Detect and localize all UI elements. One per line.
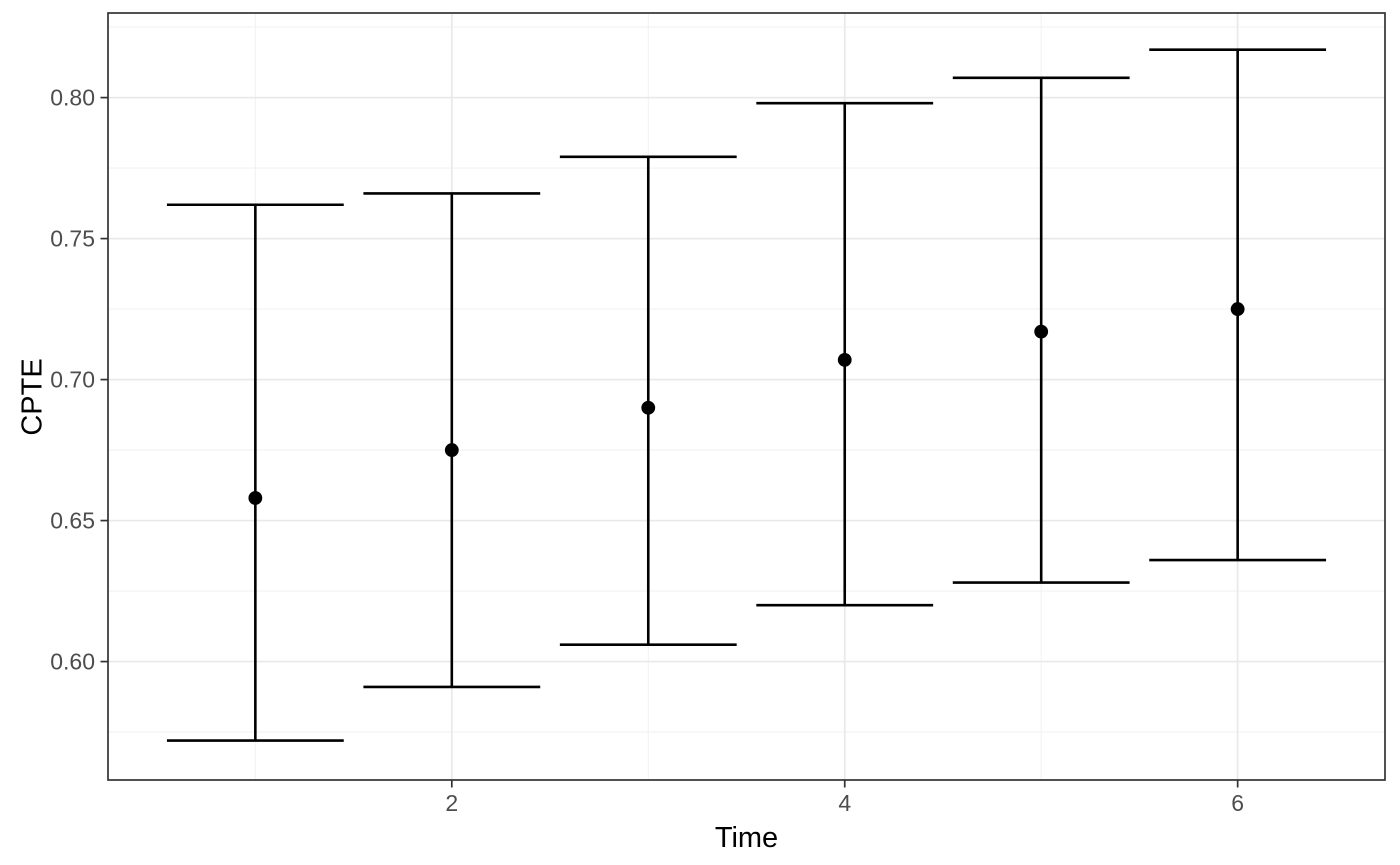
data-point [1034, 324, 1049, 339]
panel-border [107, 12, 1386, 781]
x-tick-label: 2 [445, 790, 458, 816]
data-point [444, 443, 459, 457]
y-tick-label: 0.65 [50, 508, 95, 534]
y-axis-title: CPTE [16, 358, 49, 436]
panel-background [108, 13, 1385, 780]
x-tick-label: 6 [1231, 790, 1244, 816]
y-tick-label: 0.80 [50, 85, 95, 111]
data-point [248, 491, 263, 505]
data-point [1230, 302, 1245, 316]
x-axis-title: Time [714, 822, 779, 854]
y-tick-label: 0.60 [50, 649, 95, 675]
data-point [837, 352, 852, 367]
y-tick-label: 0.75 [50, 226, 95, 252]
y-tick-label: 0.70 [50, 367, 95, 393]
x-tick-label: 4 [838, 790, 851, 816]
data-point [641, 400, 656, 415]
